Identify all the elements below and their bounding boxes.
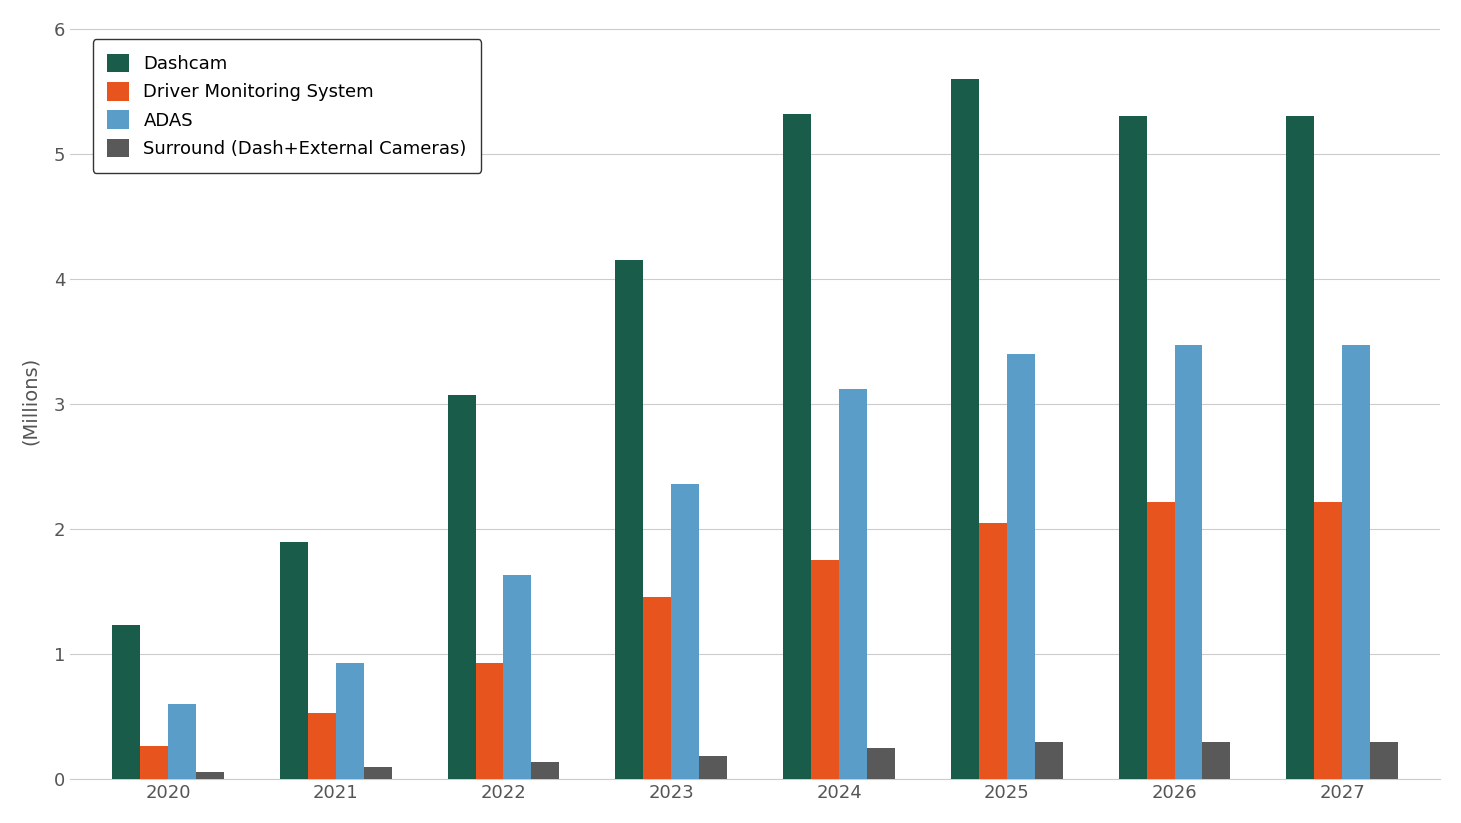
- Bar: [951, 79, 979, 779]
- Bar: [112, 625, 140, 779]
- Bar: [1202, 742, 1230, 779]
- Bar: [643, 597, 671, 779]
- Bar: [1119, 116, 1147, 779]
- Bar: [168, 704, 196, 779]
- Bar: [1175, 346, 1202, 779]
- Bar: [1034, 742, 1062, 779]
- Bar: [671, 484, 700, 779]
- Bar: [475, 663, 504, 779]
- Bar: [447, 395, 475, 779]
- Bar: [979, 523, 1007, 779]
- Bar: [615, 260, 643, 779]
- Bar: [1343, 346, 1370, 779]
- Bar: [1147, 502, 1175, 779]
- Bar: [1286, 116, 1315, 779]
- Bar: [308, 713, 336, 779]
- Bar: [364, 767, 392, 779]
- Bar: [336, 663, 364, 779]
- Bar: [1007, 354, 1034, 779]
- Bar: [532, 762, 560, 779]
- Bar: [140, 746, 168, 779]
- Bar: [1315, 502, 1343, 779]
- Bar: [281, 542, 308, 779]
- Bar: [700, 756, 728, 779]
- Bar: [783, 114, 811, 779]
- Bar: [811, 560, 839, 779]
- Bar: [839, 389, 866, 779]
- Legend: Dashcam, Driver Monitoring System, ADAS, Surround (Dash+External Cameras): Dashcam, Driver Monitoring System, ADAS,…: [94, 40, 481, 173]
- Bar: [504, 575, 532, 779]
- Bar: [866, 748, 896, 779]
- Y-axis label: (Millions): (Millions): [20, 357, 39, 445]
- Bar: [1370, 742, 1398, 779]
- Bar: [196, 772, 224, 779]
